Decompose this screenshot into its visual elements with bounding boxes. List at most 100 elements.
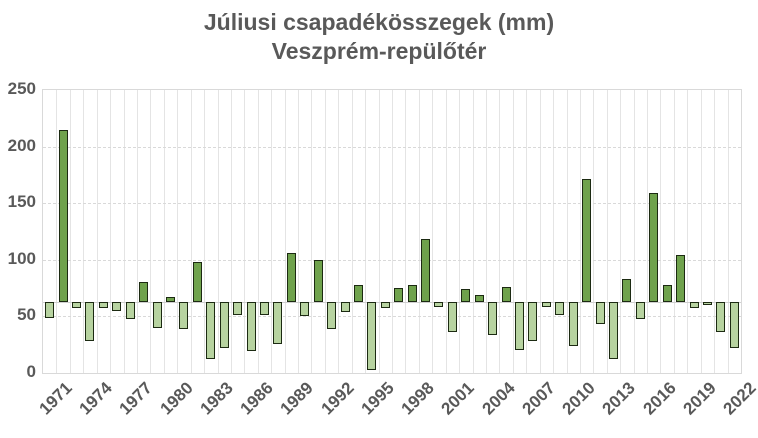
vertical-gridline	[392, 90, 393, 373]
vertical-gridline	[485, 90, 487, 373]
bar-1988	[273, 302, 283, 344]
vertical-gridline	[700, 90, 702, 373]
vertical-gridline	[687, 90, 689, 373]
bar-2010	[568, 302, 578, 346]
y-tick-label: 200	[7, 135, 36, 155]
bar-2020	[702, 302, 712, 306]
vertical-gridline	[378, 90, 380, 373]
bar-2022	[729, 302, 739, 349]
bar-2004	[488, 302, 498, 335]
vertical-gridline	[620, 90, 622, 373]
vertical-gridline	[553, 90, 555, 373]
vertical-gridline	[217, 90, 219, 373]
vertical-gridline	[271, 90, 273, 373]
vertical-gridline	[83, 90, 85, 373]
vertical-gridline	[405, 90, 407, 373]
bar-1976	[112, 302, 122, 311]
bar-2012	[595, 302, 605, 325]
vertical-gridline	[459, 90, 461, 373]
bar-1990	[300, 302, 310, 317]
bar-1980	[166, 297, 176, 303]
bar-1985	[233, 302, 243, 316]
vertical-gridline	[727, 90, 729, 373]
chart-subtitle: Veszprém-repülőtér	[271, 38, 487, 64]
vertical-gridline	[365, 90, 367, 373]
bar-2008	[541, 302, 551, 308]
vertical-gridline	[190, 90, 192, 373]
category-axis-line	[43, 302, 741, 304]
y-tick-label: 0	[26, 362, 36, 381]
bar-1978	[139, 282, 149, 303]
bar-2001	[447, 302, 457, 333]
chart-title-block: Júliusi csapadékösszegek (mm) Veszprém-r…	[0, 8, 758, 66]
vertical-gridline	[136, 90, 138, 373]
vertical-gridline	[56, 90, 58, 373]
bar-2015	[635, 302, 645, 319]
bar-2019	[689, 302, 699, 309]
bar-2005	[501, 286, 511, 303]
vertical-gridline	[150, 90, 152, 373]
bar-1983	[206, 302, 216, 360]
bar-2009	[555, 302, 565, 316]
bar-1998	[407, 284, 417, 303]
bar-2021	[716, 302, 726, 333]
bar-2003	[474, 294, 484, 303]
vertical-gridline	[177, 90, 179, 373]
plot-area	[42, 89, 742, 374]
bar-1986	[246, 302, 256, 352]
bar-2007	[528, 302, 538, 342]
vertical-gridline	[660, 90, 662, 373]
bar-1979	[152, 302, 162, 328]
bar-2018	[676, 255, 686, 303]
bar-2014	[622, 279, 632, 303]
horizontal-gridline	[43, 316, 741, 318]
vertical-gridline	[512, 90, 514, 373]
bar-1997	[394, 288, 404, 303]
vertical-gridline	[338, 90, 340, 373]
vertical-gridline	[244, 90, 246, 373]
bar-1975	[98, 302, 108, 309]
vertical-gridline	[418, 90, 420, 373]
vertical-gridline	[432, 90, 434, 373]
vertical-gridline	[499, 90, 501, 373]
vertical-gridline	[526, 90, 528, 373]
y-tick-label: 250	[7, 79, 36, 98]
bar-2017	[662, 284, 672, 303]
bar-1973	[72, 302, 82, 309]
vertical-gridline	[579, 90, 581, 373]
bar-1982	[192, 262, 202, 303]
bar-1994	[353, 284, 363, 303]
vertical-gridline	[311, 90, 313, 373]
vertical-gridline	[539, 90, 541, 373]
vertical-gridline	[230, 90, 232, 373]
vertical-gridline	[324, 90, 326, 373]
bar-1987	[259, 302, 269, 316]
bar-1971	[45, 302, 55, 318]
bar-1989	[286, 253, 296, 303]
vertical-gridline	[69, 90, 71, 373]
bar-2016	[649, 193, 659, 303]
vertical-gridline	[714, 90, 716, 373]
horizontal-gridline	[43, 259, 741, 261]
bar-1992	[327, 302, 337, 329]
bar-1974	[85, 302, 95, 342]
vertical-gridline	[204, 90, 206, 373]
bar-2000	[434, 302, 444, 308]
vertical-gridline	[163, 90, 165, 373]
vertical-gridline	[445, 90, 447, 373]
vertical-gridline	[123, 90, 125, 373]
vertical-gridline	[110, 90, 112, 373]
vertical-gridline	[472, 90, 474, 373]
vertical-gridline	[647, 90, 649, 373]
bar-1977	[125, 302, 135, 319]
bar-2013	[608, 302, 618, 360]
bar-2006	[515, 302, 525, 351]
vertical-gridline	[351, 90, 353, 373]
y-tick-label: 100	[7, 248, 36, 268]
bar-2011	[582, 179, 592, 303]
horizontal-gridline	[43, 146, 741, 148]
bar-1999	[421, 239, 431, 303]
bar-1996	[380, 302, 390, 309]
bar-1984	[219, 302, 229, 349]
